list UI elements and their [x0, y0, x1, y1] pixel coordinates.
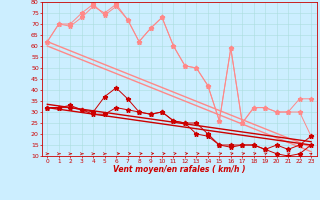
X-axis label: Vent moyen/en rafales ( km/h ): Vent moyen/en rafales ( km/h ): [113, 165, 245, 174]
